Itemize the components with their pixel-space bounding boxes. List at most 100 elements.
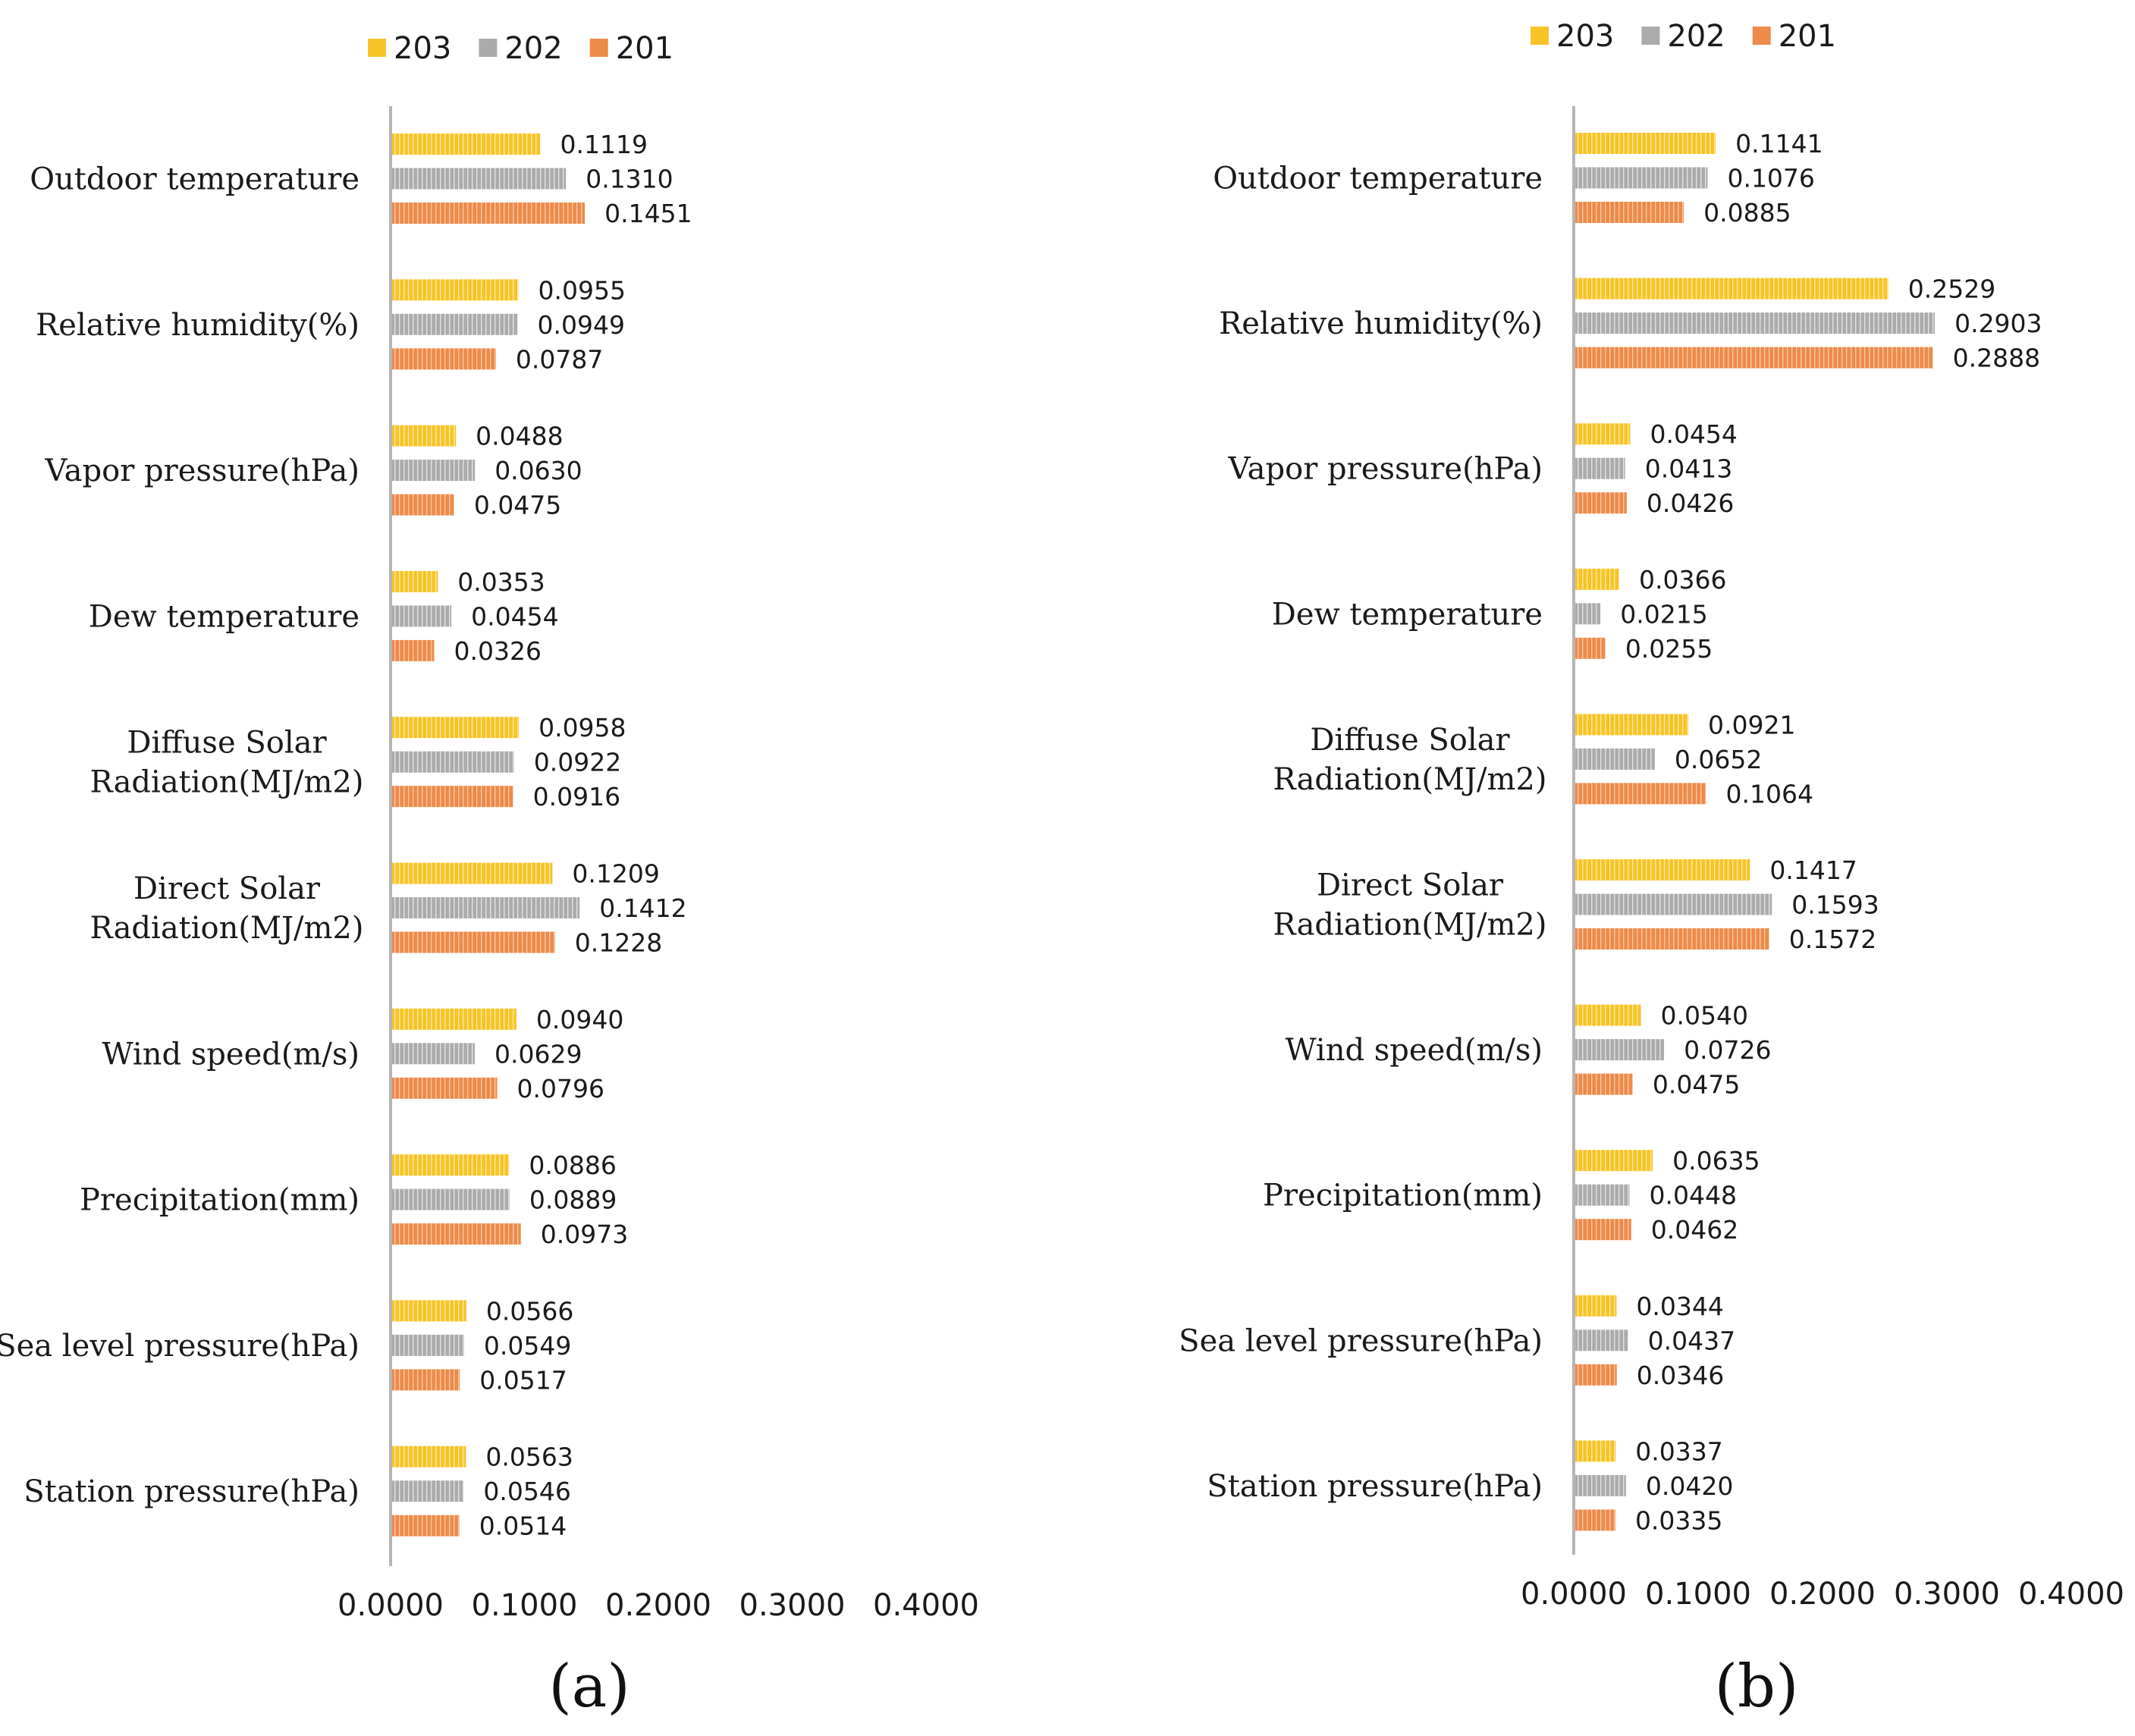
category-label-5: Diffuse Solar Radiation(MJ/m2) [90,726,364,800]
category-label-3: Vapor pressure(hPa) [1227,452,1543,487]
value-label-202-7: 0.0726 [1684,1035,1771,1065]
category-label-4: Dew temperature [89,599,359,634]
legend-label-201: 201 [616,31,673,66]
value-label-201-6: 0.1228 [575,928,662,958]
category-label-line: Sea level pressure(hPa) [0,1329,359,1364]
category-label-line: Direct Solar [1317,868,1504,903]
bar-202-3 [1574,457,1625,479]
value-label-202-6: 0.1593 [1791,890,1879,920]
category-label-9: Sea level pressure(hPa) [0,1329,359,1364]
legend-label-203: 203 [394,31,451,66]
x-tick-label-3: 0.2000 [605,1588,711,1623]
category-label-line: Dew temperature [1272,597,1543,632]
bar-202-1 [1574,167,1708,189]
category-label-7: Wind speed(m/s) [102,1037,359,1072]
value-label-203-7: 0.0940 [536,1005,623,1034]
legend-label-202: 202 [504,31,562,66]
bar-202-4 [1574,603,1601,625]
bar-203-3 [1574,423,1631,445]
bar-202-8 [391,1188,510,1210]
bar-202-7 [391,1043,476,1065]
category-label-line: Diffuse Solar [127,726,327,761]
value-label-203-9: 0.0344 [1636,1292,1723,1321]
bar-201-1 [1574,202,1684,223]
category-label-7: Wind speed(m/s) [1285,1033,1543,1068]
value-label-203-4: 0.0353 [457,567,545,597]
category-label-2: Relative humidity(%) [36,308,359,343]
category-label-8: Precipitation(mm) [1263,1179,1543,1213]
value-label-203-5: 0.0921 [1708,710,1795,739]
category-label-line: Diffuse Solar [1310,723,1510,758]
value-label-202-9: 0.0437 [1648,1326,1735,1355]
legend-swatch-201 [1752,27,1771,45]
bar-201-2 [1574,347,1933,369]
value-label-203-8: 0.0886 [529,1151,616,1180]
x-tick-label-4: 0.3000 [1894,1577,2000,1612]
bar-202-3 [391,460,476,482]
value-label-202-5: 0.0652 [1675,745,1762,774]
value-label-203-9: 0.0566 [486,1296,573,1326]
bar-202-10 [1574,1474,1626,1496]
value-label-201-8: 0.0973 [541,1220,628,1249]
value-label-201-3: 0.0475 [474,491,561,520]
category-label-line: Vapor pressure(hPa) [44,454,359,488]
bar-203-2 [391,279,519,301]
value-label-203-2: 0.2529 [1908,275,1995,304]
bar-201-9 [1574,1364,1617,1386]
bar-203-8 [1574,1150,1653,1172]
legend-swatch-203 [1531,27,1549,45]
value-label-203-7: 0.0540 [1661,1001,1748,1031]
bar-201-8 [391,1223,521,1245]
value-label-201-2: 0.2888 [1953,344,2040,373]
bar-201-6 [1574,928,1769,950]
x-tick-label-2: 0.1000 [1645,1577,1751,1612]
category-label-4: Dew temperature [1272,597,1543,632]
value-label-203-3: 0.0454 [1650,419,1737,449]
bar-202-10 [391,1480,464,1502]
bar-201-6 [391,931,555,953]
value-label-201-1: 0.0885 [1703,198,1791,228]
legend-label-201: 201 [1779,19,1836,54]
panel-label: (b) [1715,1653,1799,1721]
value-label-202-2: 0.2903 [1954,309,2042,338]
value-label-202-9: 0.0549 [484,1331,571,1361]
value-label-202-4: 0.0215 [1620,599,1707,629]
x-tick-label-5: 0.4000 [873,1588,979,1623]
category-label-line: Vapor pressure(hPa) [1227,452,1543,487]
legend-label-203: 203 [1556,19,1614,54]
value-label-203-10: 0.0563 [485,1442,573,1472]
category-label-line: Radiation(MJ/m2) [90,765,364,800]
bar-202-4 [391,605,452,627]
value-label-201-2: 0.0787 [516,344,603,374]
category-label-line: Outdoor temperature [30,162,359,197]
bar-203-3 [391,425,457,447]
value-label-202-1: 0.1310 [586,165,673,194]
x-tick-label-1: 0.0000 [1521,1577,1627,1612]
value-label-203-2: 0.0955 [538,275,626,305]
value-label-201-6: 0.1572 [1789,925,1876,954]
legend-swatch-202 [479,39,498,57]
bar-201-2 [391,348,496,370]
category-label-line: Outdoor temperature [1213,162,1543,196]
category-label-6: Direct Solar Radiation(MJ/m2) [1273,868,1547,943]
bar-201-7 [391,1077,498,1099]
value-label-203-4: 0.0366 [1639,565,1726,595]
value-label-201-5: 0.0916 [533,782,620,811]
bar-201-10 [1574,1509,1615,1531]
value-label-201-5: 0.1064 [1725,779,1813,808]
x-tick-label-2: 0.1000 [472,1588,578,1623]
value-label-202-8: 0.0889 [529,1185,617,1215]
category-label-line: Relative humidity(%) [1219,306,1543,341]
category-label-line: Precipitation(mm) [1263,1179,1543,1213]
bar-203-9 [1574,1295,1617,1317]
bar-201-7 [1574,1073,1633,1095]
category-label-line: Station pressure(hPa) [1207,1469,1543,1504]
value-label-201-8: 0.0462 [1651,1215,1738,1245]
category-label-2: Relative humidity(%) [1219,306,1543,341]
bar-201-3 [1574,492,1627,514]
category-label-line: Direct Solar [133,871,321,906]
value-label-202-8: 0.0448 [1649,1181,1736,1210]
bar-203-1 [391,133,541,155]
category-label-line: Station pressure(hPa) [24,1474,359,1509]
